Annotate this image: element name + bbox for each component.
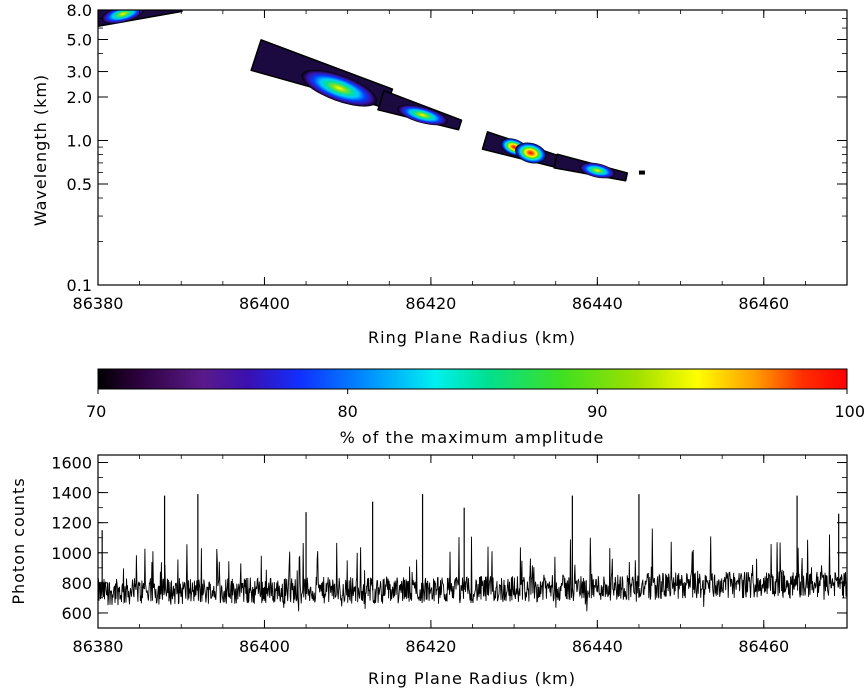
- heatmap-y-tick-label: 3.0: [67, 63, 92, 82]
- heatmap-feature: [579, 162, 616, 179]
- heatmap-feature: [101, 10, 145, 24]
- heatmap-x-ticks: 86380 86400 86420 86440 86460: [73, 10, 848, 313]
- photon-x-ticks: 86380 86400 86420 86440 86460: [73, 455, 848, 656]
- heatmap-y-ticks: 0.1 0.5 1.0 2.0 3.0 5.0 8.0: [67, 1, 847, 295]
- heatmap-y-tick-label: 2.0: [67, 88, 92, 107]
- photon-y-axis-label: Photon counts: [9, 477, 28, 604]
- heatmap-y-tick-label: 0.1: [67, 276, 92, 295]
- heatmap-x-tick-label: 86420: [405, 294, 456, 313]
- photon-y-ticks: 600 800 1000 1200 1400 1600: [51, 454, 847, 623]
- colorbar-tick-label: 90: [587, 402, 607, 421]
- photon-x-tick-label: 86460: [738, 637, 789, 656]
- heatmap-feature: [515, 142, 547, 164]
- photon-x-axis-label: Ring Plane Radius (km): [368, 669, 576, 688]
- colorbar: 70 80 90 100 % of the maximum amplitude: [86, 368, 865, 447]
- photon-counts-line: [98, 528, 847, 612]
- heatmap-speck: [638, 170, 645, 175]
- photon-peaks: [101, 494, 840, 592]
- heatmap-y-tick-label: 1.0: [67, 131, 92, 150]
- photon-x-tick-label: 86440: [572, 637, 623, 656]
- heatmap-feature: [301, 69, 378, 107]
- colorbar-gradient: [97, 368, 848, 390]
- colorbar-ticks: 70 80 90 100: [86, 389, 865, 421]
- photon-y-tick-label: 1000: [51, 544, 92, 563]
- heatmap-features: [98, 10, 645, 182]
- photon-x-tick-label: 86400: [239, 637, 290, 656]
- photon-panel: 86380 86400 86420 86440 86460 600 800 1000 1200…: [9, 454, 848, 688]
- heatmap-x-tick-label: 86460: [738, 294, 789, 313]
- heatmap-y-tick-label: 0.5: [67, 175, 92, 194]
- photon-x-tick-label: 86380: [73, 637, 124, 656]
- heatmap-feature: [397, 104, 448, 126]
- photon-y-tick-label: 800: [61, 574, 92, 593]
- heatmap-y-tick-label: 8.0: [67, 1, 92, 20]
- heatmap-panel: 86380 86400 86420 86440 86460 0.1 0.5 1.0 2.0 3.…: [31, 1, 848, 347]
- heatmap-x-tick-label: 86400: [239, 294, 290, 313]
- heatmap-y-axis-label: Wavelength (km): [31, 74, 50, 226]
- colorbar-tick-label: 70: [86, 402, 106, 421]
- colorbar-label: % of the maximum amplitude: [340, 428, 605, 447]
- colorbar-tick-label: 80: [337, 402, 357, 421]
- photon-x-tick-label: 86420: [405, 637, 456, 656]
- photon-y-tick-label: 1600: [51, 454, 92, 473]
- photon-y-tick-label: 1400: [51, 484, 92, 503]
- photon-y-tick-label: 1200: [51, 514, 92, 533]
- heatmap-frame: [97, 9, 848, 286]
- photon-y-tick-label: 600: [61, 604, 92, 623]
- heatmap-y-tick-label: 5.0: [67, 30, 92, 49]
- colorbar-tick-label: 100: [834, 402, 865, 421]
- heatmap-x-tick-label: 86440: [572, 294, 623, 313]
- heatmap-x-axis-label: Ring Plane Radius (km): [368, 328, 576, 347]
- heatmap-x-tick-label: 86380: [73, 294, 124, 313]
